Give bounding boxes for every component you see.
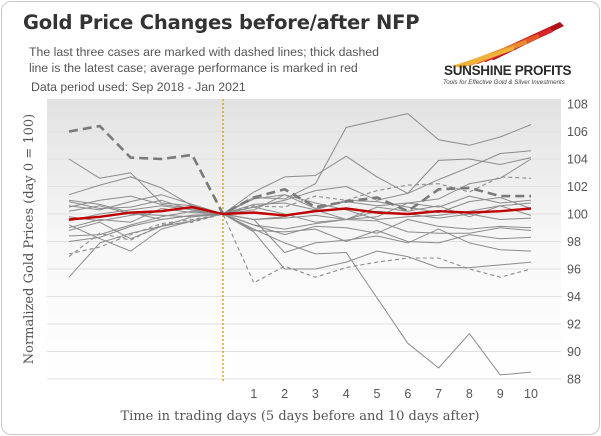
x-tick-label: 10 [524,387,538,401]
x-tick-label: 4 [343,387,350,401]
x-tick-label: 6 [404,387,411,401]
x-tick-label: 3 [312,387,319,401]
series-line-case-12 [68,150,532,242]
x-tick-label: 7 [435,387,442,401]
x-tick-label: 2 [281,387,288,401]
y-tick-label: 106 [567,125,588,139]
series-line-case-4 [68,213,532,376]
series-line-case-3 [68,176,532,255]
y-tick-label: 104 [567,153,588,167]
series-line-average [68,205,532,221]
x-axis-ticks: 1 2 3 4 5 6 7 8 9 10 [250,387,538,401]
series-line-case-17 [68,194,532,223]
series-line-case-2 [68,213,532,284]
x-axis-title: Time in trading days (5 days before and … [121,409,480,424]
series-group [68,113,532,376]
x-tick-label: 1 [250,387,257,401]
logo-tagline: Tools for Effective Gold & Silver Invest… [443,79,565,86]
chart-title: Gold Price Changes before/after NFP [23,11,420,34]
plot-area [47,99,561,381]
series-line-case-15 [68,205,532,234]
x-tick-label: 8 [466,387,473,401]
y-axis-title: Normalized Gold Prices (day 0 = 100) [22,114,37,364]
sunshine-profits-logo-icon [452,22,564,68]
chart-subtitle: The last three cases are marked with das… [29,45,379,75]
y-tick-label: 88 [567,373,581,387]
series-line-case-6 [68,113,532,215]
y-tick-label: 94 [567,290,581,304]
y-tick-label: 90 [567,345,581,359]
logo-name: SUNSHINE PROFITS [444,63,572,78]
x-tick-label: 9 [497,387,504,401]
series-line-case-1 [68,124,531,216]
y-axis-ticks: 88 90 92 94 96 98 100 102 104 106 108 [567,98,588,387]
grid-lines [47,103,561,380]
x-tick-label: 5 [374,387,381,401]
y-tick-label: 102 [567,180,588,194]
series-line-case-18 [68,208,532,244]
series-line-case-5 [68,158,532,270]
y-tick-label: 96 [567,263,581,277]
y-tick-label: 98 [567,235,581,249]
series-line-case-9 [68,158,532,220]
y-tick-label: 92 [567,318,581,332]
y-tick-label: 100 [567,208,588,222]
series-line-case-8 [68,213,532,253]
data-period: Data period used: Sep 2018 - Jan 2021 [31,80,246,94]
y-tick-label: 108 [567,98,588,112]
